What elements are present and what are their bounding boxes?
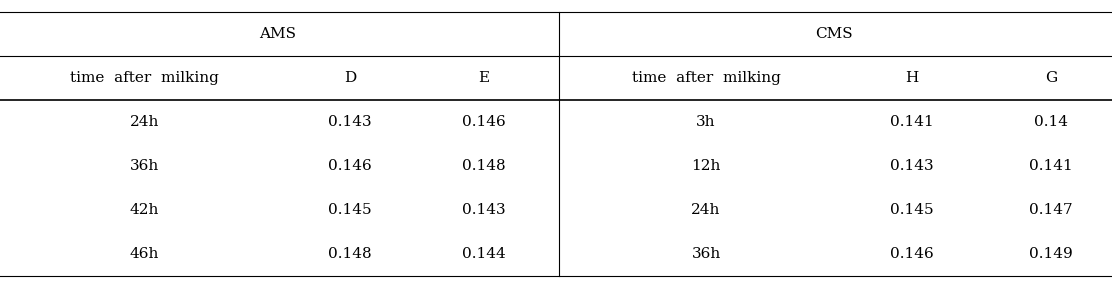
Text: 24h: 24h <box>692 203 721 217</box>
Text: 0.146: 0.146 <box>461 115 506 129</box>
Text: 0.143: 0.143 <box>328 115 373 129</box>
Text: 0.149: 0.149 <box>1029 247 1073 262</box>
Text: 0.145: 0.145 <box>328 203 373 217</box>
Text: 0.148: 0.148 <box>461 159 506 173</box>
Text: time  after  milking: time after milking <box>632 71 781 85</box>
Text: 3h: 3h <box>696 115 716 129</box>
Text: 0.148: 0.148 <box>328 247 373 262</box>
Text: H: H <box>905 71 919 85</box>
Text: 0.141: 0.141 <box>1029 159 1073 173</box>
Text: 46h: 46h <box>130 247 159 262</box>
Text: 0.147: 0.147 <box>1029 203 1073 217</box>
Text: D: D <box>344 71 357 85</box>
Text: 0.146: 0.146 <box>328 159 373 173</box>
Text: 36h: 36h <box>130 159 159 173</box>
Text: 0.143: 0.143 <box>461 203 506 217</box>
Text: 0.143: 0.143 <box>890 159 934 173</box>
Text: time  after  milking: time after milking <box>70 71 219 85</box>
Text: 12h: 12h <box>692 159 721 173</box>
Text: 0.146: 0.146 <box>890 247 934 262</box>
Text: CMS: CMS <box>815 26 853 41</box>
Text: 42h: 42h <box>130 203 159 217</box>
Text: 0.144: 0.144 <box>461 247 506 262</box>
Text: E: E <box>478 71 489 85</box>
Text: AMS: AMS <box>259 26 297 41</box>
Text: 0.145: 0.145 <box>890 203 934 217</box>
Text: 24h: 24h <box>130 115 159 129</box>
Text: 0.14: 0.14 <box>1034 115 1068 129</box>
Text: 0.141: 0.141 <box>890 115 934 129</box>
Text: 36h: 36h <box>692 247 721 262</box>
Text: G: G <box>1044 71 1058 85</box>
